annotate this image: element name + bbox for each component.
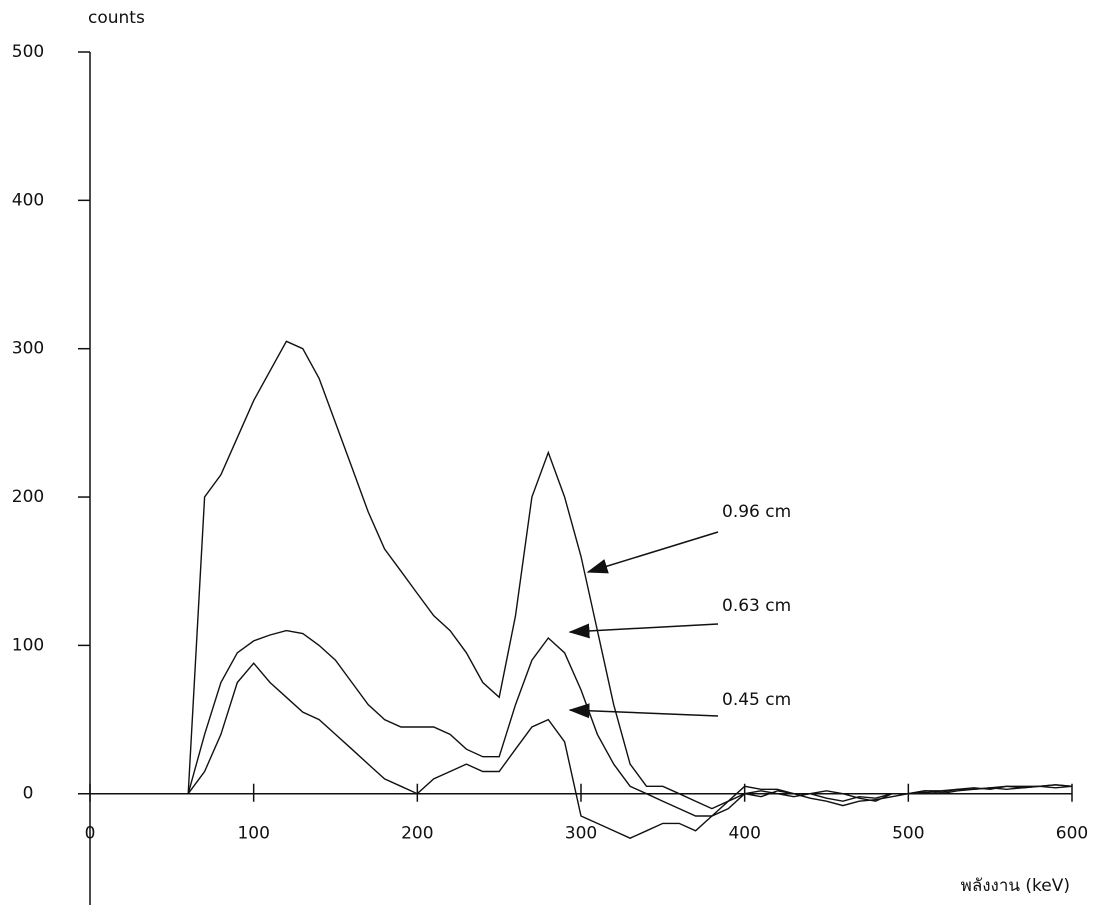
y-tick-label: 400	[12, 190, 44, 210]
annotation-arrow	[570, 710, 718, 716]
series-label: 0.63 cm	[722, 596, 791, 616]
y-tick-label: 200	[12, 487, 44, 507]
y-tick-label: 0	[23, 784, 34, 804]
series-line	[188, 631, 1072, 816]
x-tick-label: 0	[85, 824, 96, 844]
x-tick-label: 600	[1056, 824, 1088, 844]
y-tick-label: 100	[12, 635, 44, 655]
series-line	[188, 663, 1072, 838]
annotation-arrow	[588, 532, 718, 572]
y-axis-label: counts	[88, 8, 145, 28]
x-axis-label: พลังงาน (keV)	[961, 876, 1070, 896]
series-label: 0.45 cm	[722, 690, 791, 710]
series-label: 0.96 cm	[722, 502, 791, 522]
x-tick-label: 200	[401, 824, 433, 844]
x-tick-label: 300	[565, 824, 597, 844]
y-tick-label: 300	[12, 339, 44, 359]
x-tick-label: 100	[237, 824, 269, 844]
x-tick-label: 400	[728, 824, 760, 844]
series-line	[188, 341, 1072, 808]
annotation-arrow	[570, 624, 718, 632]
chart: counts พลังงาน (keV) 0 100 200 300 400 500 0 10…	[0, 0, 1100, 905]
y-tick-label: 500	[12, 42, 44, 62]
x-tick-label: 500	[892, 824, 924, 844]
